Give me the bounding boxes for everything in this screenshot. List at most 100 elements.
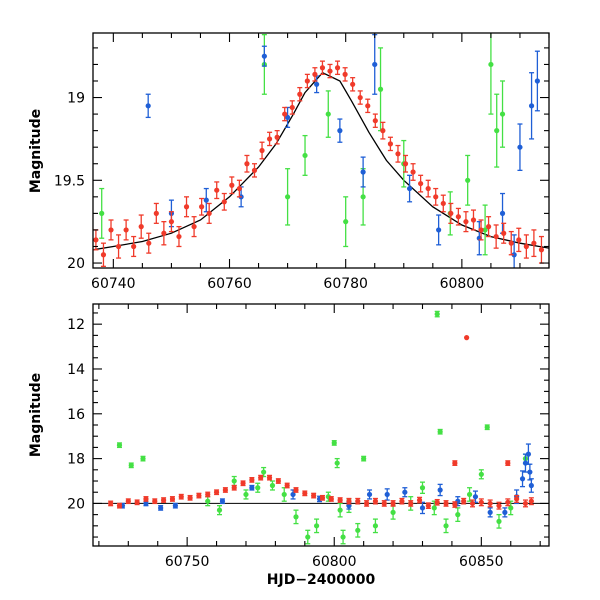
data-point <box>138 224 144 230</box>
x-tick-label: 60760 <box>207 276 252 292</box>
data-point <box>140 456 146 462</box>
bottom-y-axis-title: Magnitude <box>28 373 44 457</box>
data-point <box>366 491 373 498</box>
data-point <box>372 523 379 529</box>
data-point <box>337 497 343 503</box>
y-tick-label: 12 <box>67 317 85 333</box>
data-point <box>372 61 378 68</box>
data-point <box>219 498 226 504</box>
data-point <box>484 424 490 430</box>
data-point <box>240 480 246 486</box>
data-point <box>158 505 164 511</box>
data-point <box>455 512 461 518</box>
data-point <box>501 230 507 236</box>
data-point <box>434 499 440 505</box>
data-point <box>522 460 529 466</box>
data-point <box>196 492 202 499</box>
data-point <box>199 204 205 210</box>
data-point <box>496 518 502 524</box>
data-point <box>431 505 437 511</box>
data-point <box>169 496 176 502</box>
data-point <box>406 185 413 192</box>
data-point <box>384 491 390 498</box>
bottom-x-axis-title: HJD−2400000 <box>267 572 376 588</box>
data-point <box>496 503 502 509</box>
data-point <box>249 477 255 483</box>
data-point <box>523 243 529 250</box>
data-point <box>325 111 331 117</box>
data-point <box>274 134 280 140</box>
data-point <box>355 498 361 504</box>
data-point <box>216 507 223 513</box>
data-point <box>499 210 506 216</box>
data-point <box>469 500 476 507</box>
series-green <box>116 310 529 545</box>
data-point <box>436 227 442 233</box>
y-tick-label: 18 <box>67 452 85 468</box>
data-point <box>508 240 514 246</box>
data-point <box>99 210 105 216</box>
data-point <box>261 53 267 59</box>
data-point <box>482 227 488 233</box>
data-point <box>493 233 499 240</box>
data-point <box>443 523 449 529</box>
y-tick-label: 14 <box>67 362 85 378</box>
y-tick-label: 19 <box>67 91 85 107</box>
data-point <box>314 81 320 87</box>
data-point <box>161 230 167 236</box>
data-point <box>128 462 134 468</box>
data-point <box>328 496 334 502</box>
data-point <box>487 509 493 515</box>
plot-frame <box>92 32 550 269</box>
data-point <box>343 219 349 225</box>
data-point <box>425 503 431 509</box>
data-point <box>528 498 534 504</box>
data-point <box>418 180 424 187</box>
series-blue <box>119 443 534 518</box>
data-point <box>402 161 409 167</box>
data-point <box>319 65 326 71</box>
data-point <box>452 501 458 508</box>
data-point <box>145 103 151 109</box>
data-point <box>342 71 348 77</box>
data-point <box>284 194 291 200</box>
data-point <box>153 210 159 216</box>
data-point <box>508 505 514 511</box>
data-point <box>125 498 131 504</box>
x-tick-label: 60800 <box>312 554 357 570</box>
data-point <box>313 523 320 529</box>
data-point <box>502 509 508 515</box>
data-point <box>505 499 511 505</box>
data-point <box>337 507 343 513</box>
data-point <box>251 167 258 173</box>
x-tick-label: 60740 <box>91 276 136 292</box>
data-point <box>131 243 137 250</box>
data-point <box>377 86 384 92</box>
data-point <box>302 152 308 159</box>
data-point <box>236 185 242 192</box>
data-point <box>302 490 308 496</box>
data-point <box>470 217 477 223</box>
data-point <box>134 499 140 505</box>
data-point <box>340 534 346 540</box>
data-point <box>178 494 184 500</box>
series-blue <box>145 34 540 268</box>
data-point <box>275 478 281 484</box>
data-point <box>464 335 470 341</box>
data-point <box>143 500 149 507</box>
data-point <box>380 128 386 134</box>
data-point <box>364 500 370 507</box>
data-point <box>205 498 211 504</box>
data-point <box>534 78 540 84</box>
data-point <box>437 487 443 493</box>
data-point <box>269 482 276 489</box>
data-point <box>350 81 356 87</box>
data-point <box>116 442 123 448</box>
data-point <box>93 237 99 243</box>
data-point <box>443 500 449 507</box>
data-point <box>284 482 290 489</box>
data-point <box>381 500 387 507</box>
data-point <box>304 78 310 84</box>
data-point <box>402 489 408 495</box>
